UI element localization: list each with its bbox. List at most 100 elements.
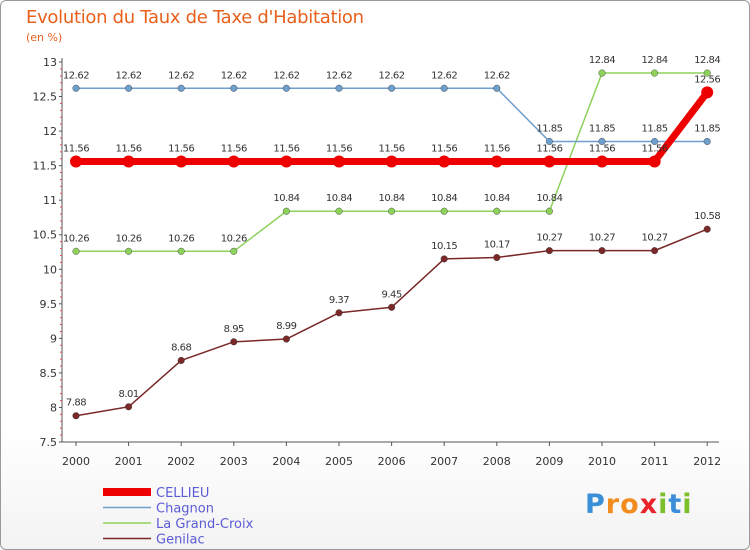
data-point-cellieu [701,86,714,99]
data-label-la-grand-croix: 12.84 [694,55,720,66]
x-tick-label: 2006 [378,455,406,468]
data-point-la-grand-croix [388,207,396,215]
data-point-chagnon [125,84,133,92]
data-point-chagnon [177,84,185,92]
data-label-cellieu: 11.56 [221,143,247,154]
y-tick-label: 11.5 [33,160,58,173]
data-point-genilac [598,247,606,255]
data-point-genilac [282,335,290,343]
data-point-chagnon [230,84,238,92]
legend-label-genilac: Genilac [156,533,205,548]
data-point-la-grand-croix [230,247,238,255]
data-label-genilac: 8.95 [224,324,244,335]
logo-letter: r [605,489,621,520]
data-label-chagnon: 12.62 [273,70,299,81]
y-tick-label: 10 [43,263,57,276]
data-point-chagnon [335,84,343,92]
chart-unit-label: (en %) [26,31,63,44]
data-point-cellieu [385,155,398,168]
data-point-la-grand-croix [703,69,711,77]
data-point-cellieu [543,155,556,168]
x-tick-label: 2007 [430,455,458,468]
y-tick-label: 7.5 [40,436,58,449]
legend-label-cellieu: CELLIEU [156,486,209,501]
logo-letter: i [682,489,693,520]
logo-letter: t [668,489,683,520]
data-point-la-grand-croix [651,69,659,77]
x-tick-label: 2008 [483,455,511,468]
data-label-la-grand-croix: 10.84 [326,193,352,204]
data-label-cellieu: 11.56 [379,143,405,154]
series-line-genilac [75,228,708,417]
data-point-cellieu [596,155,608,168]
y-tick-label: 10.5 [33,229,58,242]
data-point-cellieu [438,155,451,168]
data-point-cellieu [122,155,135,168]
data-point-la-grand-croix [493,207,501,215]
data-label-cellieu: 12.56 [694,74,720,85]
data-label-cellieu: 11.56 [431,143,457,154]
logo-letter: i [658,489,669,520]
data-label-genilac: 8.01 [118,389,138,400]
data-label-cellieu: 11.56 [589,143,615,154]
data-point-cellieu [490,155,503,168]
data-label-chagnon: 11.85 [694,123,720,134]
data-label-genilac: 10.27 [642,233,668,244]
x-tick-label: 2010 [588,455,616,468]
data-point-genilac [335,309,343,317]
data-point-la-grand-croix [335,207,343,215]
data-point-cellieu [333,155,345,168]
x-tick-label: 2003 [220,455,248,468]
data-label-genilac: 10.17 [484,240,510,251]
x-tick-label: 2009 [535,455,563,468]
data-label-la-grand-croix: 10.26 [63,233,89,244]
data-label-cellieu: 11.56 [63,143,89,154]
data-label-chagnon: 12.62 [484,70,510,81]
data-point-la-grand-croix [598,69,606,77]
data-label-la-grand-croix: 10.26 [116,233,142,244]
chart-data-labels: 11.56 11.56 11.56 11.56 11.56 11.56 11.56 11.56… [63,55,721,409]
x-tick-label: 2005 [325,455,353,468]
data-point-chagnon [388,84,396,92]
data-label-genilac: 9.37 [329,295,349,306]
data-point-genilac [230,338,238,346]
chart-axes: 7.5 8 8.5 9 9.5 10 10.5 11 11.5 12 12.5 13 2000 2001 2… [33,56,722,468]
logo-letter: o [620,489,640,520]
proxiti-logo: Proxiti [585,489,693,520]
y-tick-label: 12 [43,125,57,138]
data-point-cellieu [280,155,293,168]
y-tick-label: 9.5 [40,298,58,311]
data-point-la-grand-croix [545,207,553,215]
logo-letter: P [585,489,606,520]
data-label-la-grand-croix: 10.26 [221,233,247,244]
data-point-genilac [72,412,80,420]
x-tick-label: 2001 [115,455,143,468]
data-label-genilac: 8.99 [276,321,296,332]
data-point-chagnon [598,137,606,145]
data-point-genilac [703,225,711,233]
data-label-chagnon: 12.62 [168,70,194,81]
data-label-cellieu: 11.56 [116,143,142,154]
data-point-chagnon [72,84,80,92]
data-label-genilac: 10.27 [536,233,562,244]
data-point-genilac [493,254,501,262]
x-tick-label: 2000 [62,455,90,468]
x-tick-label: 2012 [693,455,721,468]
data-label-chagnon: 12.62 [326,70,352,81]
data-point-genilac [651,247,659,255]
data-label-la-grand-croix: 12.84 [589,55,615,66]
data-point-la-grand-croix [440,207,448,215]
data-label-chagnon: 12.62 [431,70,457,81]
data-point-cellieu [227,155,240,168]
data-label-cellieu: 11.56 [484,143,510,154]
data-label-genilac: 7.88 [66,398,86,409]
y-tick-label: 13 [43,56,57,69]
data-label-la-grand-croix: 10.84 [431,193,457,204]
data-point-chagnon [282,84,290,92]
data-label-chagnon: 12.62 [221,70,247,81]
data-label-genilac: 9.45 [381,289,401,300]
data-label-chagnon: 12.62 [63,70,89,81]
data-label-la-grand-croix: 12.84 [642,55,668,66]
